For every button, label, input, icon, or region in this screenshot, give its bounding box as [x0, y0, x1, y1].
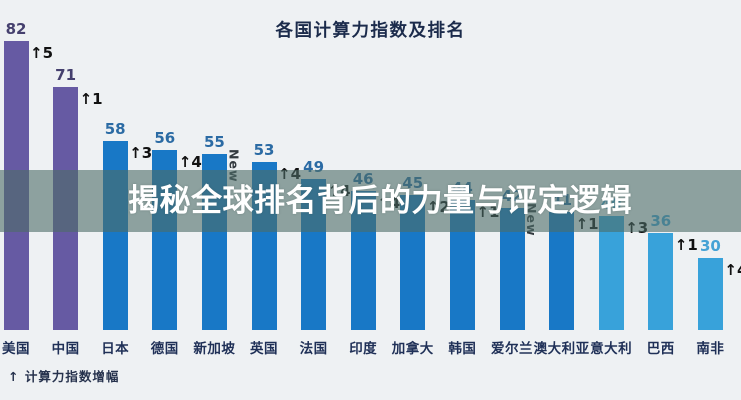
country-label: 英国 — [250, 341, 278, 357]
bar — [697, 258, 723, 330]
rank-change-annotation: ↑1 — [79, 90, 103, 108]
rank-change-annotation: ↑3 — [129, 144, 153, 162]
country-label: 德国 — [150, 341, 179, 357]
bar-value-label: 30 — [699, 237, 721, 255]
rank-change-annotation: ↑5 — [30, 44, 54, 62]
bar-value-label: 58 — [104, 120, 126, 138]
country-label: 美国 — [2, 341, 30, 357]
country-label: 爱尔兰 — [491, 341, 533, 357]
headline-banner: 揭秘全球排名背后的力量与评定逻辑 — [0, 170, 741, 232]
rank-change-annotation: ↑4 — [178, 153, 202, 171]
country-label: 中国 — [51, 341, 80, 357]
bar-value-label: 56 — [154, 129, 176, 147]
country-label: 意大利 — [590, 341, 633, 357]
country-label: 巴西 — [646, 341, 675, 357]
chart-legend: ↑ 计算力指数增幅 — [8, 369, 120, 384]
country-label: 日本 — [101, 341, 130, 357]
country-label: 印度 — [349, 341, 378, 357]
bar — [648, 233, 674, 330]
bar-value-label: 82 — [5, 20, 27, 38]
rank-change-annotation: ↑1 — [674, 236, 698, 254]
country-label: 韩国 — [448, 341, 477, 357]
country-label: 加拿大 — [391, 341, 434, 357]
bar-value-label: 53 — [253, 141, 275, 159]
headline-text: 揭秘全球排名背后的力量与评定逻辑 — [128, 183, 632, 219]
chart-title: 各国计算力指数及排名 — [275, 21, 466, 41]
bar-value-label: 71 — [55, 66, 77, 84]
country-label: 法国 — [299, 341, 328, 357]
bar — [598, 216, 624, 330]
country-label: 澳大利亚 — [533, 341, 590, 357]
rank-change-annotation: ↑4 — [724, 261, 741, 279]
bar-value-label: 55 — [203, 133, 225, 151]
country-label: 新加坡 — [193, 341, 236, 357]
country-label: 南非 — [696, 341, 725, 357]
